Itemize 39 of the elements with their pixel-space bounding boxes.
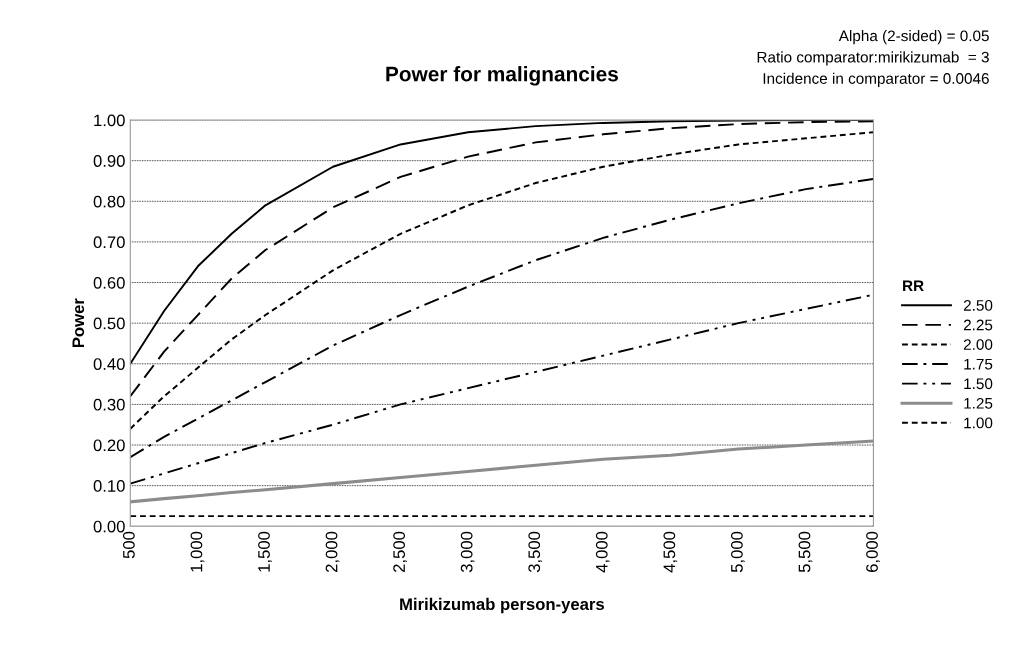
y-tick-label: 0.00	[93, 520, 125, 533]
x-tick-label: 5,500	[798, 531, 813, 573]
y-tick-label: 0.10	[93, 480, 125, 492]
y-tick-label: 0.60	[93, 276, 125, 289]
y-axis-title: Power	[72, 298, 85, 348]
y-tick-label: 0.80	[93, 195, 125, 208]
legend-label: 2.00	[963, 339, 993, 350]
x-tick-label: 4,000	[595, 531, 610, 573]
x-tick-label: 3,000	[460, 531, 475, 573]
x-tick-label: 2,500	[393, 531, 407, 572]
y-tick-label: 1.00	[94, 114, 125, 127]
text: Ratio comparator:mirikizumab = 3	[757, 51, 989, 66]
line-series	[130, 177, 874, 459]
text: Incidence in comparator = 0.0046	[763, 72, 989, 87]
text: Alpha (2-sided) = 0.05	[838, 30, 989, 45]
legend-label: 2.25	[963, 319, 993, 331]
legend-label: 1.25	[964, 397, 993, 409]
x-tick-label: 3,500	[528, 531, 543, 573]
legend-label: 1.00	[964, 417, 993, 429]
y-tick-label: 0.50	[93, 317, 125, 330]
x-tick-label: 5,000	[731, 531, 745, 573]
x-tick-label: 6,000	[866, 531, 880, 572]
legend-title: RR	[903, 280, 924, 292]
y-tick-label: 0.90	[93, 155, 125, 167]
x-tick-label: 2,000	[325, 531, 340, 572]
y-tick-label: 0.30	[93, 398, 125, 411]
y-tick-label: 0.20	[93, 439, 125, 452]
y-tick-label: 0.40	[93, 358, 125, 370]
line-series	[130, 439, 874, 504]
x-tick-label: 1,500	[258, 531, 272, 572]
legend-label: 1.50	[964, 378, 993, 390]
x-axis-title: Mirikizumab person-years	[400, 597, 605, 614]
x-tick-label: 4,500	[663, 531, 678, 573]
x-tick-label: 500	[122, 531, 135, 559]
y-tick-label: 0.70	[93, 236, 125, 249]
legend-label: 1.75	[964, 358, 993, 370]
chart-title: Power for malignancies	[386, 66, 618, 86]
x-tick-label: 1,000	[190, 531, 205, 572]
legend-label: 2.50	[963, 299, 993, 311]
